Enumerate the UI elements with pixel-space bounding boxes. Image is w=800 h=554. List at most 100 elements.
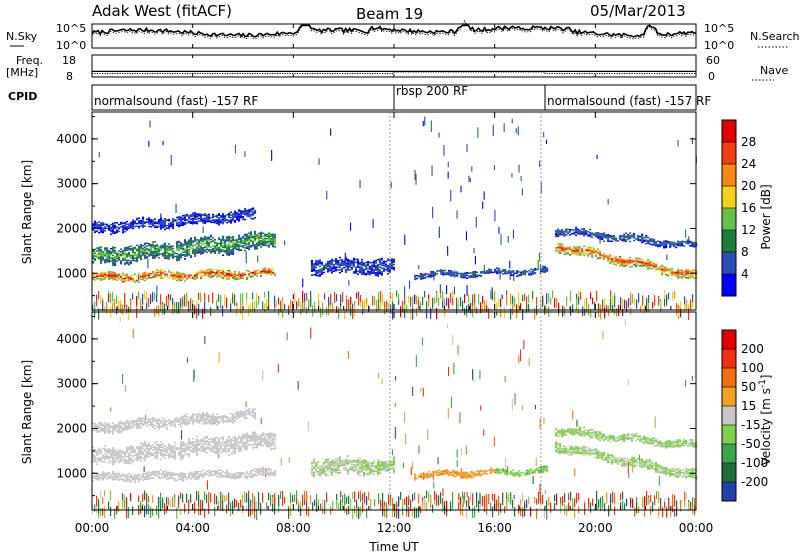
scatter-cell: [248, 504, 250, 517]
echo-cell: [232, 215, 235, 218]
scatter-cell: [218, 500, 220, 509]
echo-cell: [98, 477, 101, 480]
echo-cell: [679, 242, 682, 244]
scatter-cell: [498, 298, 500, 307]
echo-cell: [613, 263, 616, 265]
echo-cell: [180, 222, 183, 224]
echo-cell: [348, 266, 351, 268]
echo-cell: [114, 259, 117, 261]
echo-cell: [154, 273, 157, 275]
echo-cell: [188, 274, 191, 276]
echo-cell: [220, 245, 223, 248]
echo-cell: [382, 270, 385, 272]
echo-cell: [234, 242, 237, 244]
echo-cell: [102, 252, 105, 254]
scatter-cell: [498, 495, 500, 504]
echo-cell: [146, 278, 149, 280]
scatter-cell: [226, 494, 228, 501]
echo-cell: [232, 214, 235, 216]
scatter-cell: [388, 303, 390, 312]
echo-cell: [354, 272, 357, 274]
echo-cell: [138, 250, 141, 253]
echo-cell: [158, 470, 161, 473]
echo-cell: [336, 262, 339, 265]
echo-cell: [346, 261, 349, 263]
echo-cell: [120, 254, 123, 257]
echo-cell: [150, 453, 153, 455]
echo-cell: [170, 444, 173, 447]
echo-cell: [587, 235, 590, 237]
echo-cell: [248, 244, 251, 247]
echo-cell: [160, 451, 163, 454]
echo-cell: [194, 447, 197, 450]
echo-cell: [252, 208, 255, 211]
echo-cell: [92, 229, 95, 231]
scatter-cell: [480, 494, 482, 505]
echo-cell: [386, 269, 389, 271]
echo-cell: [382, 267, 385, 269]
echo-cell: [226, 471, 229, 473]
echo-cell: [452, 271, 455, 273]
echo-cell: [637, 237, 640, 240]
echo-cell: [148, 255, 151, 257]
scatter-cell: [252, 292, 254, 300]
echo-cell: [248, 274, 251, 276]
echo-cell: [138, 475, 141, 477]
echo-cell: [621, 259, 624, 261]
scatter-cell: [546, 500, 548, 509]
echo-cell: [242, 211, 245, 214]
scatter-cell: [340, 499, 342, 510]
echo-cell: [174, 478, 177, 480]
echo-cell: [496, 271, 499, 273]
echo-cell: [146, 221, 149, 223]
echo-cell: [100, 231, 103, 233]
echo-cell: [154, 451, 157, 453]
scatter-cell: [500, 298, 502, 307]
scatter-cell: [626, 300, 628, 313]
echo-cell: [226, 245, 229, 248]
echo-cell: [336, 269, 339, 271]
echo-cell: [591, 246, 594, 249]
echo-cell: [106, 271, 109, 274]
scatter-cell: [511, 398, 513, 411]
echo-cell: [382, 264, 385, 267]
echo-cell: [216, 214, 219, 216]
echo-cell: [148, 476, 151, 479]
scatter-cell: [526, 296, 528, 308]
echo-cell: [220, 473, 223, 475]
scatter-cell: [632, 294, 634, 304]
echo-cell: [104, 227, 107, 230]
scatter-cell: [330, 293, 332, 303]
echo-cell: [248, 214, 251, 217]
scatter-cell: [246, 505, 248, 512]
echo-cell: [102, 477, 105, 480]
echo-cell: [577, 252, 580, 255]
echo-cell: [216, 472, 219, 475]
scatter-cell: [626, 498, 628, 507]
echo-cell: [174, 456, 177, 459]
echo-cell: [629, 266, 632, 268]
echo-cell: [168, 476, 171, 479]
scatter-cell: [381, 379, 383, 385]
echo-cell: [250, 472, 253, 475]
echo-cell: [182, 272, 185, 275]
echo-cell: [228, 243, 231, 245]
echo-cell: [685, 269, 688, 271]
echo-cell: [488, 270, 491, 273]
echo-cell: [104, 453, 107, 455]
echo-cell: [643, 262, 646, 264]
echo-cell: [661, 244, 664, 246]
echo-cell: [184, 244, 187, 246]
echo-cell: [148, 248, 151, 251]
scatter-cell: [688, 502, 690, 512]
echo-cell: [136, 279, 139, 282]
echo-cell: [134, 480, 137, 482]
echo-cell: [96, 276, 99, 279]
echo-cell: [104, 444, 107, 447]
echo-cell: [126, 475, 129, 477]
echo-cell: [378, 271, 381, 274]
echo-cell: [310, 274, 313, 276]
echo-cell: [316, 269, 319, 272]
echo-cell: [244, 218, 247, 221]
echo-cell: [204, 250, 207, 253]
